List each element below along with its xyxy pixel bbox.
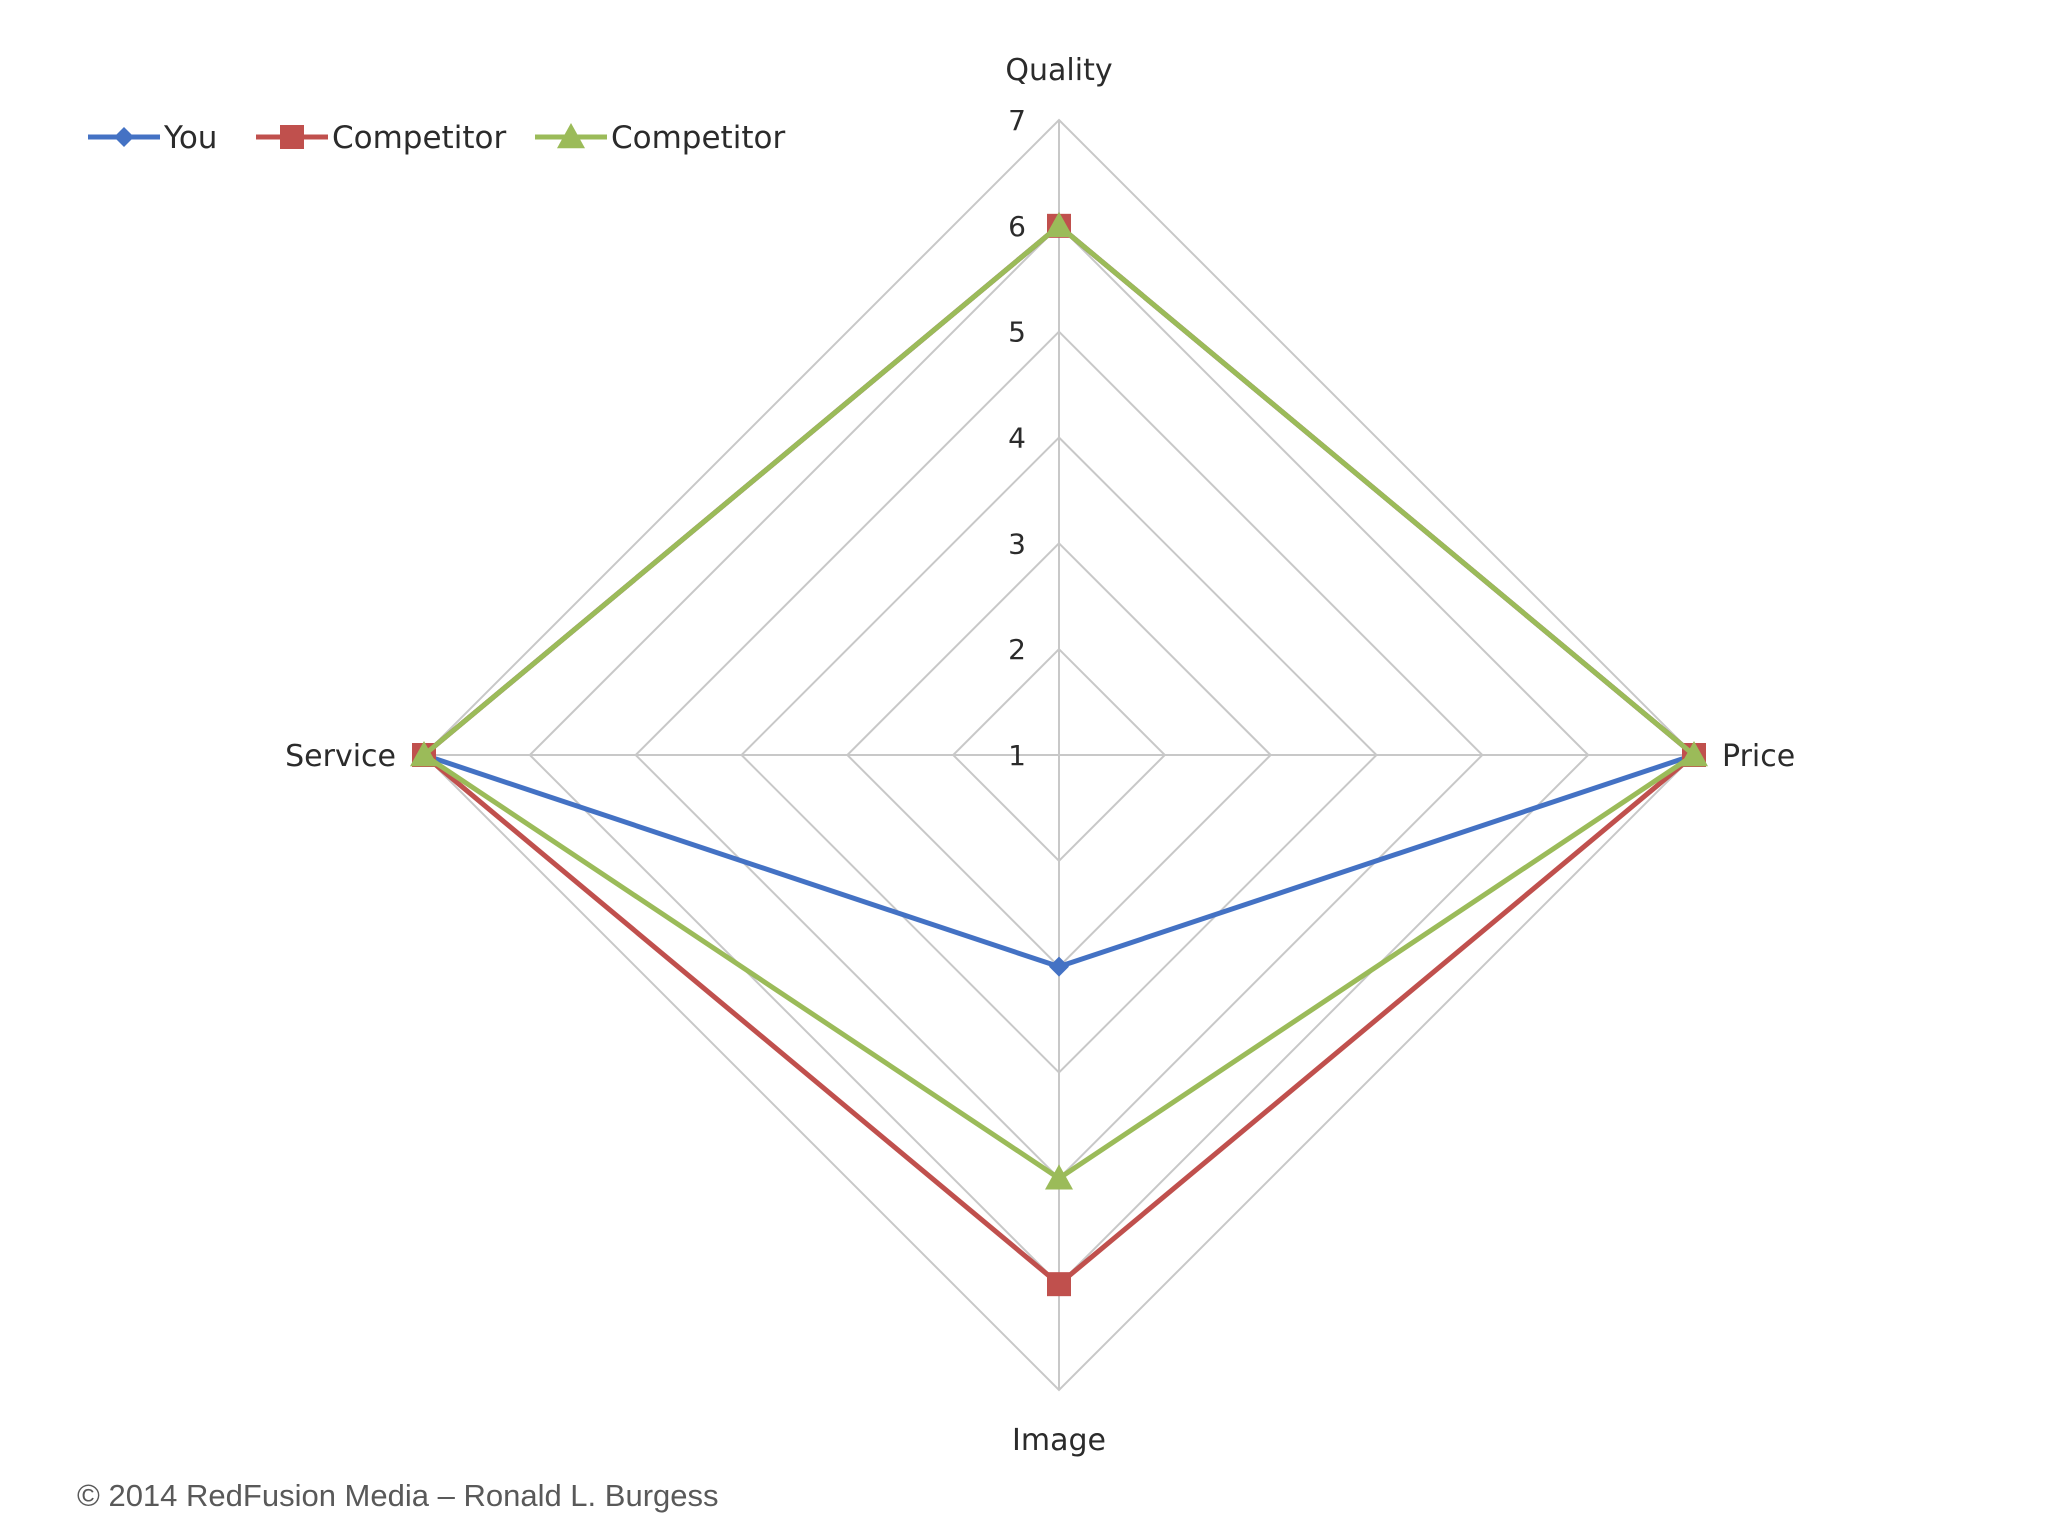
category-label-price: Price xyxy=(1722,739,1795,774)
legend-label-3: Competitor xyxy=(611,120,785,156)
category-label-service: Service xyxy=(285,739,396,774)
tick-label-7: 7 xyxy=(1008,104,1026,137)
legend-item-2: Competitor xyxy=(256,120,506,156)
data-point-3-price xyxy=(1680,741,1708,767)
radar-grid xyxy=(422,118,1696,1392)
tick-label-2: 2 xyxy=(1008,633,1026,666)
data-point-2-image xyxy=(1047,1272,1071,1297)
legend-item-1: You xyxy=(88,120,217,156)
legend: You Competitor Competitor xyxy=(88,120,785,156)
radial-tick-labels: 1 2 3 4 5 6 7 xyxy=(1008,104,1026,772)
data-point-1-image xyxy=(1049,956,1069,977)
legend-swatch-marker xyxy=(280,125,304,149)
legend-label-2: Competitor xyxy=(332,120,506,156)
tick-label-3: 3 xyxy=(1008,527,1026,560)
legend-swatch-marker xyxy=(114,127,134,147)
data-point-3-image xyxy=(1045,1164,1073,1190)
tick-label-4: 4 xyxy=(1008,422,1026,455)
tick-label-5: 5 xyxy=(1008,316,1026,349)
category-label-quality: Quality xyxy=(1005,53,1112,88)
legend-label-1: You xyxy=(163,120,217,156)
data-point-3-quality xyxy=(1045,211,1073,238)
tick-label-1: 1 xyxy=(1008,739,1026,772)
series-3 xyxy=(410,211,1708,1190)
legend-item-3: Competitor xyxy=(535,120,785,156)
category-labels: Quality Price Image Service xyxy=(285,53,1795,1458)
series-group xyxy=(410,211,1708,1297)
category-label-image: Image xyxy=(1012,1423,1106,1458)
legend-swatch-marker xyxy=(557,123,585,149)
tick-label-6: 6 xyxy=(1008,210,1026,243)
data-point-3-service xyxy=(410,741,438,767)
copyright-notice: © 2014 RedFusion Media – Ronald L. Burge… xyxy=(77,1478,719,1513)
